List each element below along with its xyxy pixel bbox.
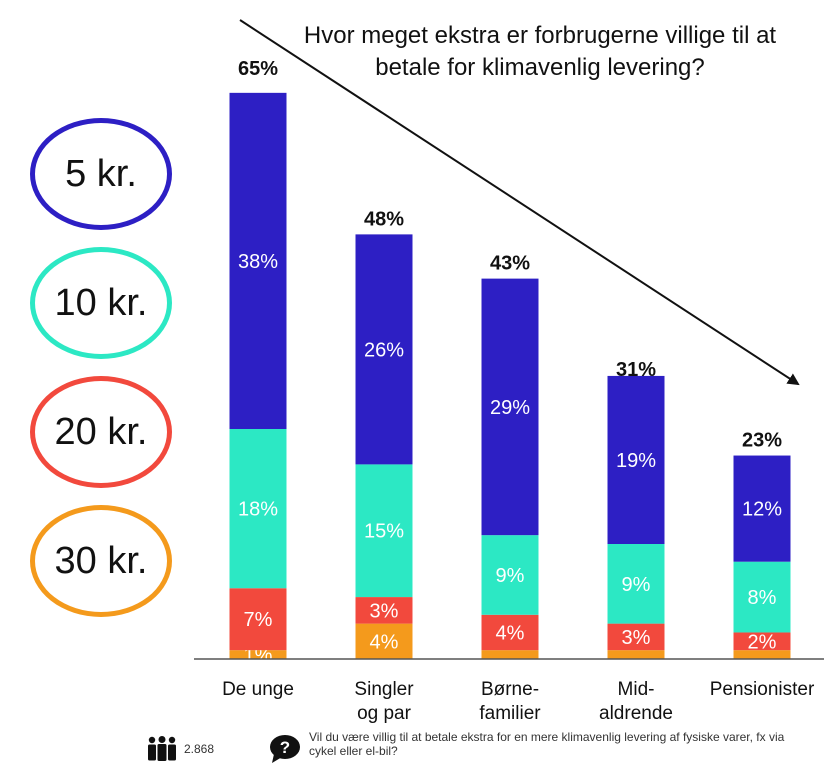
trend-arrow	[239, 19, 800, 386]
chart-title: Hvor meget ekstra er forbrugerne villige…	[303, 22, 777, 81]
segment-label: 4%	[370, 631, 399, 653]
category-label: og par	[357, 703, 412, 724]
category-label: Mid-	[618, 679, 655, 700]
category-label: De unge	[222, 679, 294, 700]
bar-segment	[481, 614, 539, 651]
category-label: Pensionister	[710, 679, 815, 700]
respondents-count: 2.868	[184, 742, 215, 756]
legend-item-5krkr: 5 kr.	[30, 118, 172, 230]
segment-label: 7%	[244, 609, 273, 631]
bar-segment	[607, 375, 665, 544]
category-label: Børne-	[481, 679, 539, 700]
bar-segment	[733, 650, 791, 659]
bar-segment	[355, 234, 413, 465]
total-label: 65%	[238, 58, 278, 80]
bar-segment	[481, 650, 539, 659]
footer: 2.868 ? Vil du være villig til at betale…	[0, 730, 824, 767]
bar-segment	[229, 588, 287, 651]
segment-label: 29%	[490, 397, 530, 419]
bar-segment	[355, 597, 413, 624]
bar-segment	[229, 92, 287, 429]
total-label: 43%	[490, 253, 530, 275]
bar-segment	[607, 544, 665, 624]
total-label: 31%	[616, 359, 656, 381]
bar-segment	[355, 464, 413, 598]
legend-item-10krkr: 10 kr.	[30, 247, 172, 359]
bar-segment	[733, 632, 791, 651]
total-label: 48%	[364, 208, 404, 230]
segment-label: 19%	[616, 450, 656, 472]
segment-label: 12%	[742, 499, 782, 521]
bar-segment	[733, 455, 791, 562]
segment-label: 26%	[364, 339, 404, 361]
bar-segment	[607, 623, 665, 651]
total-label: 23%	[742, 430, 782, 452]
segment-label: 38%	[238, 251, 278, 273]
segment-label: 3%	[370, 600, 399, 622]
bar-segment	[355, 623, 413, 659]
bar-segment	[229, 429, 287, 589]
category-label: familier	[479, 703, 541, 724]
people-icon	[148, 736, 176, 761]
segment-label: 9%	[496, 565, 525, 587]
segment-label: 15%	[364, 521, 404, 543]
svg-text:?: ?	[280, 738, 290, 757]
bar-segment	[229, 650, 287, 659]
legend-item-30krkr: 30 kr.	[30, 505, 172, 617]
bar-segment	[733, 561, 791, 633]
category-label: aldrende	[599, 703, 673, 724]
segment-label: 2%	[748, 631, 777, 653]
segment-label: 8%	[748, 587, 777, 609]
category-label: Singler	[354, 679, 414, 700]
survey-question: Vil du være villig til at betale ekstra …	[309, 730, 785, 758]
bar-segment	[481, 278, 539, 536]
legend-item-20krkr: 20 kr.	[30, 376, 172, 488]
segment-label: 18%	[238, 499, 278, 521]
bar-segment	[481, 535, 539, 615]
segment-label: 3%	[622, 627, 651, 649]
question-icon: ?	[270, 735, 300, 763]
segment-label: 9%	[622, 574, 651, 596]
bar-segment	[607, 650, 665, 659]
segment-label: 4%	[496, 622, 525, 644]
